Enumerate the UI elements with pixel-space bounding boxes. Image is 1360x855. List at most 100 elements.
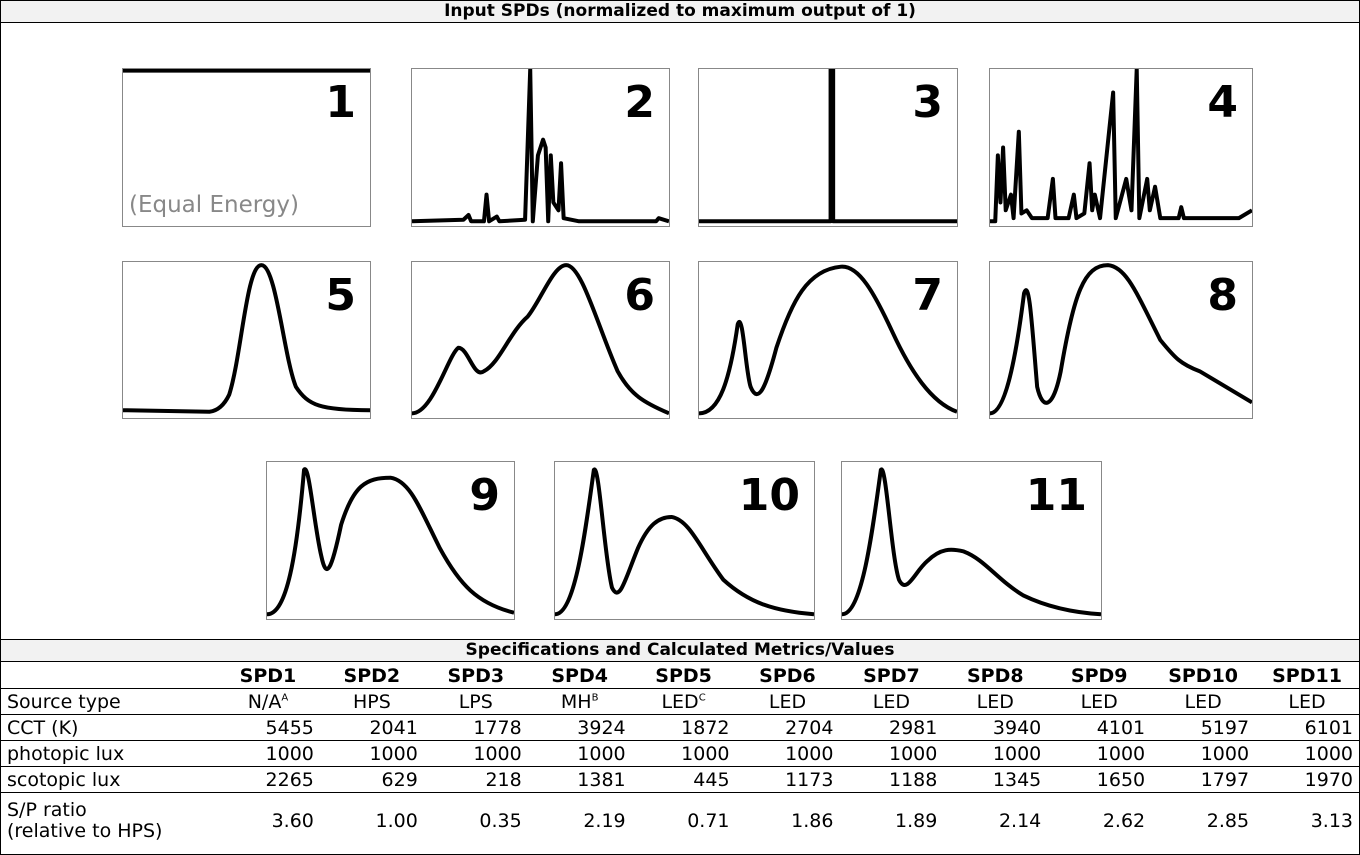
cell-text: LED: [1080, 690, 1118, 713]
spd-panel: 9: [266, 461, 515, 620]
table-cell: LED: [943, 688, 1048, 715]
spd-curve: [699, 69, 957, 226]
cell-text: LPS: [458, 690, 493, 713]
table-cell: 2704: [735, 714, 840, 741]
table-row: scotopic lux 2265 629 218 1381 445 1173 1188 134…: [1, 766, 1359, 793]
table-cell: 1970: [1255, 766, 1359, 793]
row-label: CCT (K): [1, 714, 216, 741]
cell-text: HPS: [352, 690, 391, 713]
panel-number: 11: [1025, 470, 1087, 521]
cell-text: LED: [872, 690, 910, 713]
cell-text: 5455: [265, 716, 314, 739]
panel-number: 5: [325, 270, 356, 321]
table-row: CCT (K) 5455 2041 1778 3924 1872 2704 2981 3940 4…: [1, 714, 1359, 741]
spd-curve: [412, 262, 669, 418]
table-cell: 1000: [1047, 740, 1152, 767]
cell-text: 0.35: [479, 809, 522, 832]
table-cell: 3.13: [1255, 793, 1359, 850]
cell-text: 2041: [369, 716, 418, 739]
cell-text: 2.14: [998, 809, 1042, 832]
cell-text: N/A: [247, 690, 282, 713]
cell-text: 1000: [577, 742, 626, 765]
table-cell: 1000: [631, 740, 736, 767]
cell-text: 2.85: [1206, 809, 1250, 832]
spd-curve: [699, 262, 957, 418]
row-label: Source type: [1, 688, 216, 715]
table-cell: 1000: [1151, 740, 1256, 767]
panel-number: 9: [469, 470, 500, 521]
panel-number: 3: [912, 77, 943, 128]
cell-text: 1345: [992, 768, 1042, 791]
spd-panel: 10: [554, 461, 815, 620]
cell-text: LED: [768, 690, 807, 713]
table-cell: 1797: [1151, 766, 1256, 793]
panel-number: 4: [1207, 77, 1238, 128]
column-header: SPD2: [319, 663, 424, 689]
table-cell: LEDC: [631, 688, 736, 715]
column-header: SPD9: [1047, 663, 1152, 689]
spd-panel: 8: [989, 261, 1253, 419]
footnote-mark: A: [281, 692, 289, 704]
table-cell: 2981: [839, 714, 944, 741]
cell-text: 1188: [888, 768, 938, 791]
cell-text: 218: [485, 768, 522, 791]
table-cell: 1872: [631, 714, 736, 741]
table-cell: 1778: [423, 714, 528, 741]
table-row: photopic lux 1000 1000 1000 1000 1000 1000 1000…: [1, 740, 1359, 767]
row-label: S/P ratio (relative to HPS): [7, 799, 163, 842]
table-row: Source type N/AA HPS LPS MHB LEDC LED LED LED LED…: [1, 688, 1359, 715]
table-cell: LED: [1151, 688, 1256, 715]
section-title: Input SPDs (normalized to maximum output…: [1, 1, 1359, 23]
cell-text: 1797: [1200, 768, 1250, 791]
cell-text: 2.19: [583, 809, 626, 832]
table-cell: 445: [631, 766, 736, 793]
table-cell: 2.85: [1151, 793, 1255, 850]
table-cell: 1.00: [320, 793, 424, 850]
spd-panel: 4: [989, 68, 1253, 227]
cell-text: 1000: [1200, 742, 1250, 765]
header-row: SPD1 SPD2 SPD3 SPD4 SPD5 SPD6 SPD7 SPD8 SPD9 SPD1…: [1, 663, 1359, 689]
table-cell: 1000: [527, 740, 632, 767]
spd-curve: [555, 462, 814, 619]
table-cell: 2041: [319, 714, 424, 741]
cell-text: 6101: [1304, 716, 1353, 739]
table-cell: 629: [319, 766, 424, 793]
cell-text: 1.00: [375, 809, 418, 832]
metrics-table: SPD1 SPD2 SPD3 SPD4 SPD5 SPD6 SPD7 SPD8 SPD9 SPD1…: [1, 663, 1359, 849]
row-label: photopic lux: [1, 740, 216, 767]
cell-text: LED: [661, 690, 699, 713]
panel-note: (Equal Energy): [129, 192, 299, 218]
spd-curve: [123, 262, 370, 418]
cell-text: 3940: [992, 716, 1042, 739]
cell-text: 445: [693, 768, 730, 791]
table-cell: 1000: [943, 740, 1048, 767]
table-cell: 1000: [319, 740, 424, 767]
cell-text: 1650: [1096, 768, 1146, 791]
table-cell: 218: [423, 766, 528, 793]
spd-panel: 2: [411, 68, 670, 227]
cell-text: 3.60: [271, 809, 314, 832]
cell-text: 2704: [785, 716, 834, 739]
cell-text: 1.89: [895, 809, 938, 832]
table-cell: 1381: [527, 766, 632, 793]
cell-text: 1872: [681, 716, 730, 739]
table-cell: 1000: [423, 740, 528, 767]
cell-text: 4101: [1096, 716, 1146, 739]
table-cell: 1.89: [839, 793, 943, 850]
table-cell: 1.86: [736, 793, 840, 850]
cell-text: MH: [560, 690, 592, 713]
table-title: Specifications and Calculated Metrics/Va…: [1, 639, 1359, 662]
table-cell: 3924: [527, 714, 632, 741]
spd-curve: [267, 462, 514, 619]
column-header: SPD6: [735, 663, 840, 689]
table-cell: 0.35: [424, 793, 528, 850]
table-cell: 1345: [943, 766, 1048, 793]
table-cell: LED: [1255, 688, 1359, 715]
cell-text: 0.71: [687, 809, 730, 832]
panel-number: 6: [624, 270, 655, 321]
spd-panel: 6: [411, 261, 670, 419]
table-cell: 3.60: [216, 793, 320, 850]
cell-text: 629: [381, 768, 418, 791]
footnote-mark: B: [591, 692, 599, 704]
